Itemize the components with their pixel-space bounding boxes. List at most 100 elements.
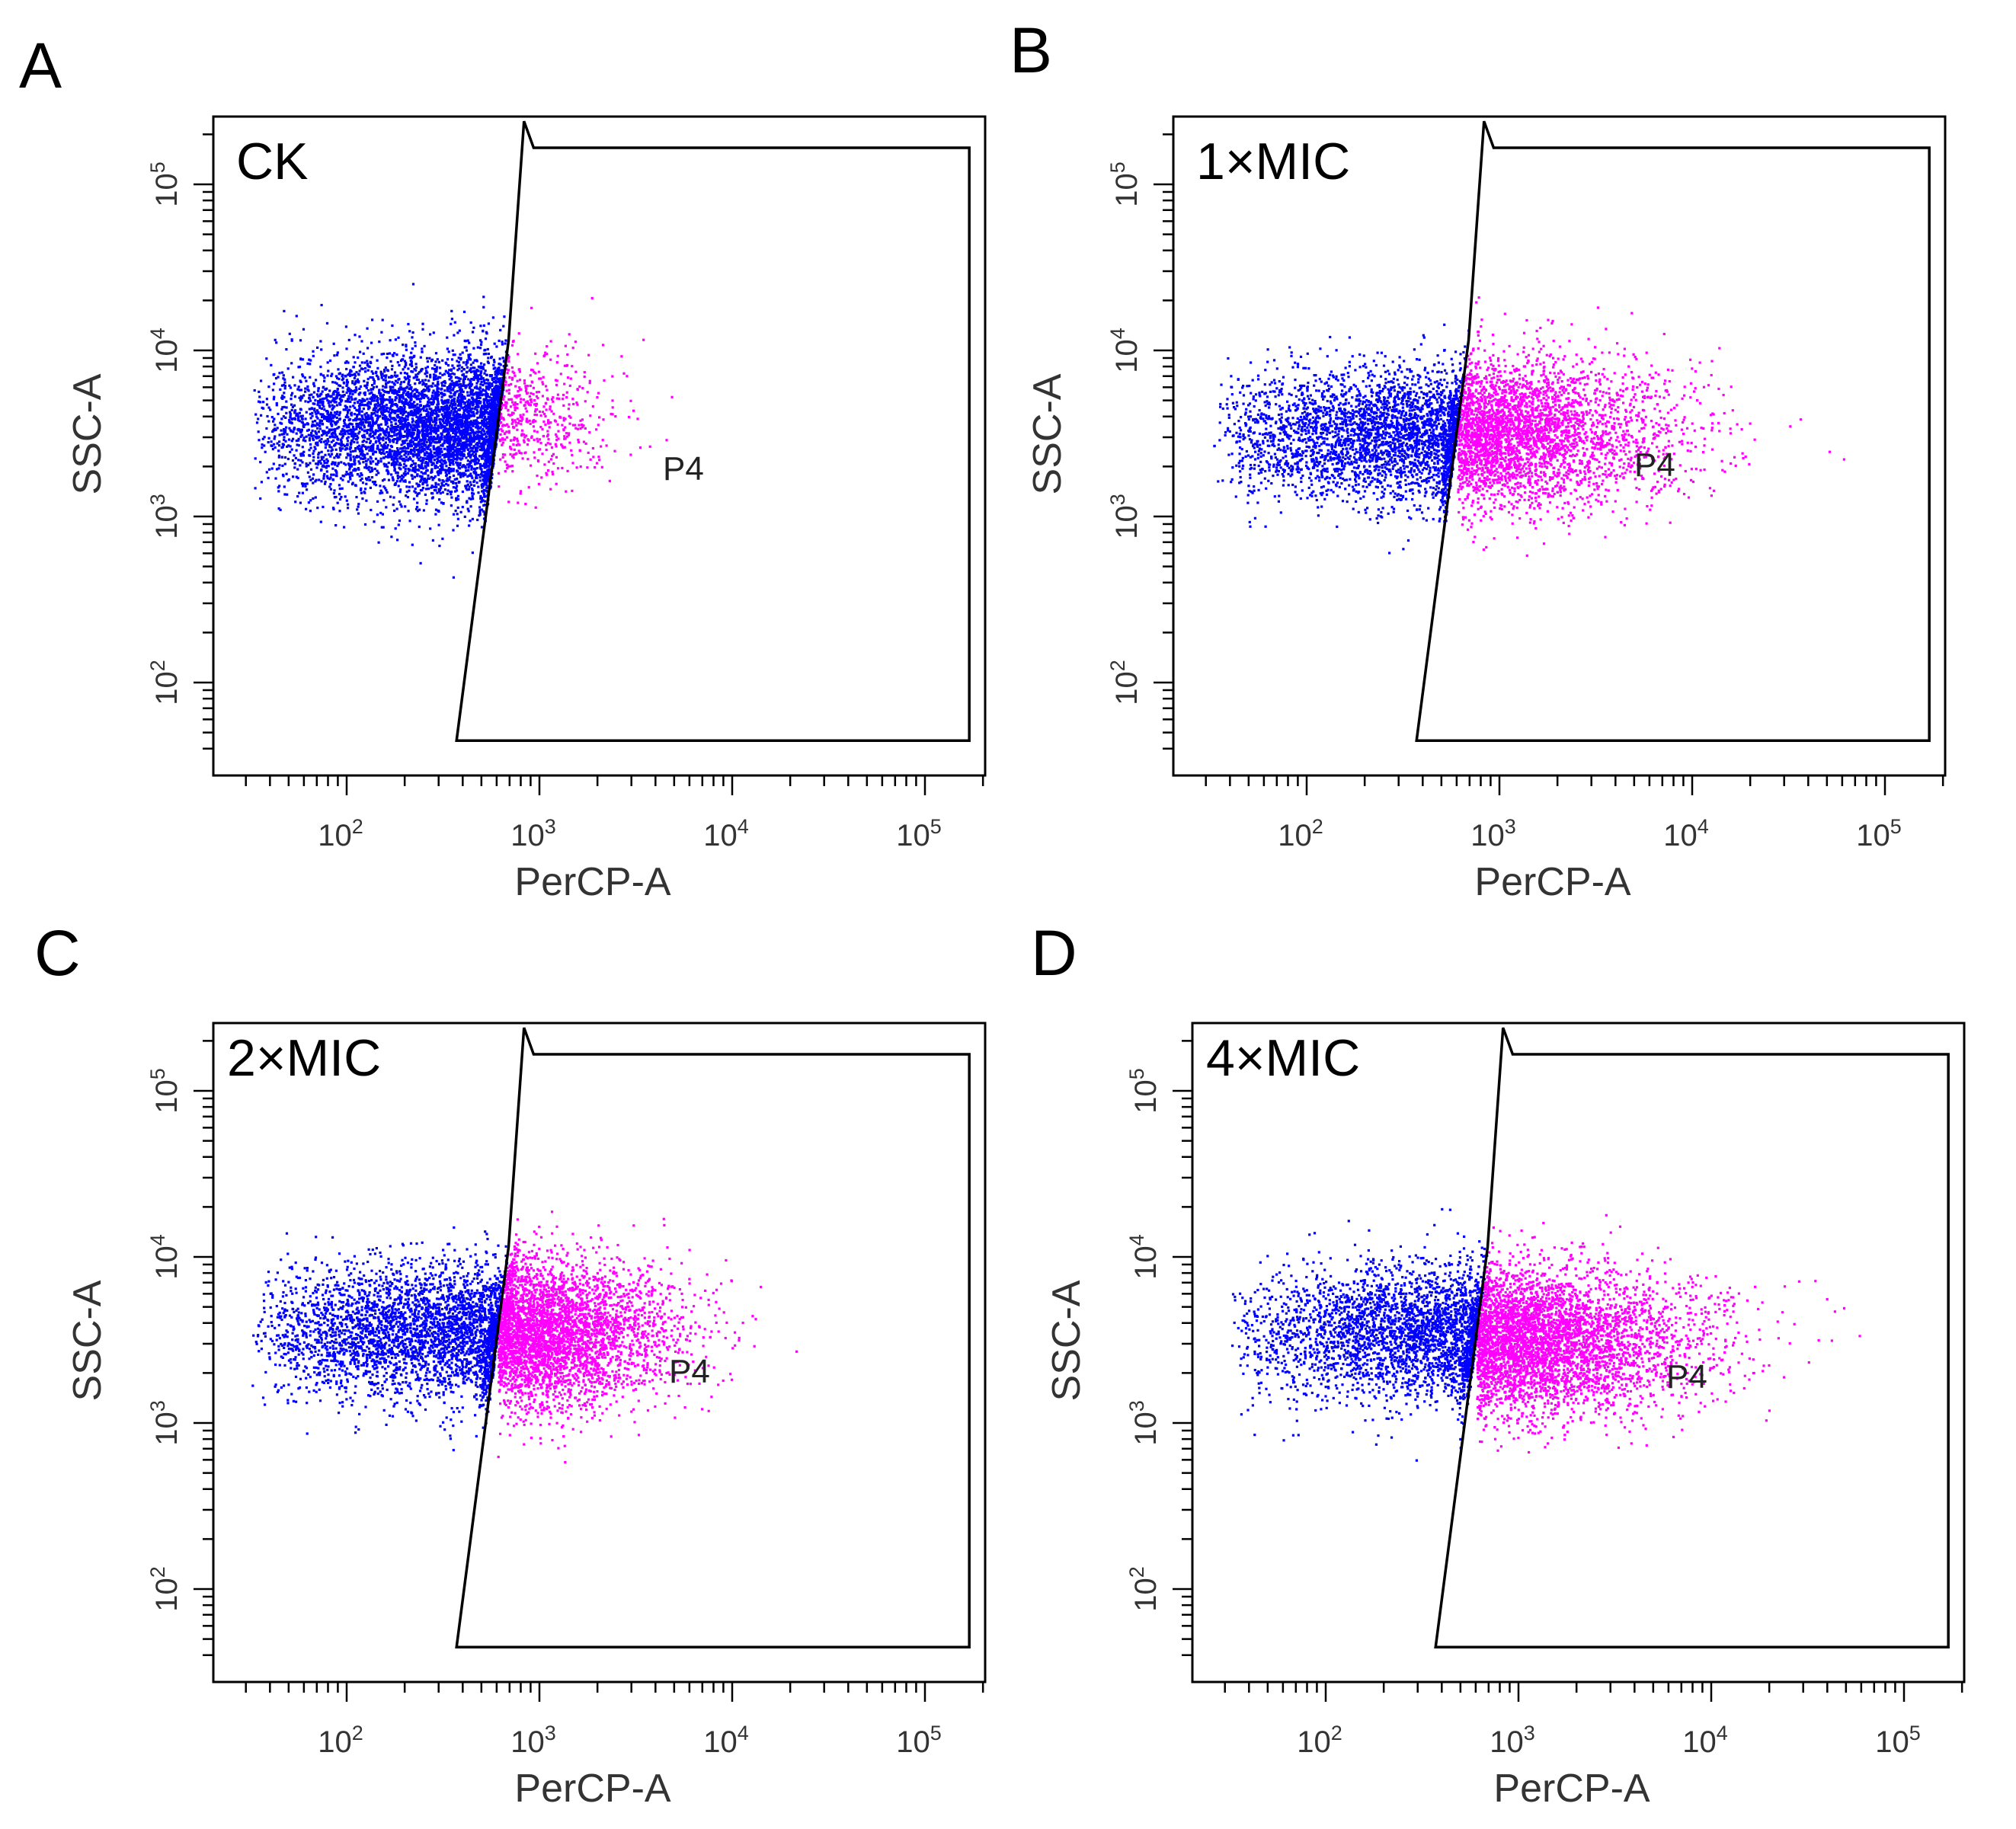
data-point [388,411,390,413]
data-point [384,386,386,389]
data-point [459,330,461,332]
data-point [434,364,436,366]
data-point [259,497,261,500]
data-point [333,343,335,345]
data-point [366,432,368,434]
data-point [471,477,473,479]
data-point [373,386,375,389]
data-point [452,350,454,352]
data-point [312,350,314,353]
data-point [380,460,382,462]
data-point [459,364,461,366]
data-point [357,513,360,515]
data-point [336,404,338,406]
data-point [268,437,270,440]
data-point [358,335,360,337]
data-point [285,401,287,403]
data-point [478,506,481,508]
data-point [446,347,449,350]
data-point [453,486,455,488]
data-point [427,469,429,472]
data-point [480,363,482,365]
data-point [330,474,332,476]
data-point [286,494,288,496]
data-point [283,493,286,495]
data-point [479,476,482,478]
data-point [352,482,354,484]
data-point [341,479,344,481]
data-point [347,440,349,442]
data-point [404,505,406,507]
data-point [456,513,459,515]
data-point [424,345,426,347]
data-point [504,342,506,344]
data-point [273,462,275,465]
data-point [443,439,446,441]
data-point [309,376,311,379]
data-point [355,496,357,498]
data-point [492,364,494,366]
data-point [418,392,420,394]
data-point [340,430,342,433]
data-point [478,474,480,476]
data-point [411,336,413,338]
data-point [461,370,463,373]
data-point [291,449,293,451]
data-point [331,441,333,443]
data-point [279,422,281,424]
panel-a: A 102103104105 102 103 104 105 CK P4 PerCP-… [19,30,985,904]
data-point [420,562,422,564]
data-point [299,502,302,504]
data-point [397,477,399,479]
data-point [443,448,446,450]
data-point [292,376,294,379]
data-point [309,400,312,402]
data-point [275,341,277,344]
data-point [481,509,483,511]
data-point [376,360,379,362]
data-point [419,456,421,459]
data-point [405,456,408,458]
data-point [412,283,414,285]
data-point [446,358,449,360]
data-point [298,444,300,446]
data-point [341,386,344,389]
data-point [277,490,280,492]
data-point [364,523,366,526]
data-point [318,430,320,433]
data-point [402,368,405,370]
data-point [466,391,469,393]
data-point [366,328,369,330]
data-point [345,368,347,370]
data-point [434,459,436,461]
data-point [309,443,312,446]
data-point [399,491,402,493]
data-point [432,382,434,385]
data-point [416,473,418,475]
data-point [434,455,437,457]
panel-letter: A [19,30,62,101]
data-point [360,367,363,369]
data-point [296,468,299,471]
data-point [256,421,258,424]
data-point [306,488,308,491]
data-point [424,494,427,496]
data-point [378,341,380,343]
data-point [467,469,469,472]
data-point [304,388,306,390]
data-point [472,331,474,333]
data-point [412,455,414,457]
data-point [314,420,316,422]
data-point [312,478,314,480]
data-point [283,382,286,384]
data-point [373,412,376,414]
data-point [390,421,392,424]
data-point [304,483,306,485]
data-point [295,457,297,459]
data-point [501,341,504,343]
data-point [394,371,396,373]
data-point [325,446,327,449]
data-point [258,430,260,433]
data-point [360,385,362,388]
data-point [274,437,276,440]
